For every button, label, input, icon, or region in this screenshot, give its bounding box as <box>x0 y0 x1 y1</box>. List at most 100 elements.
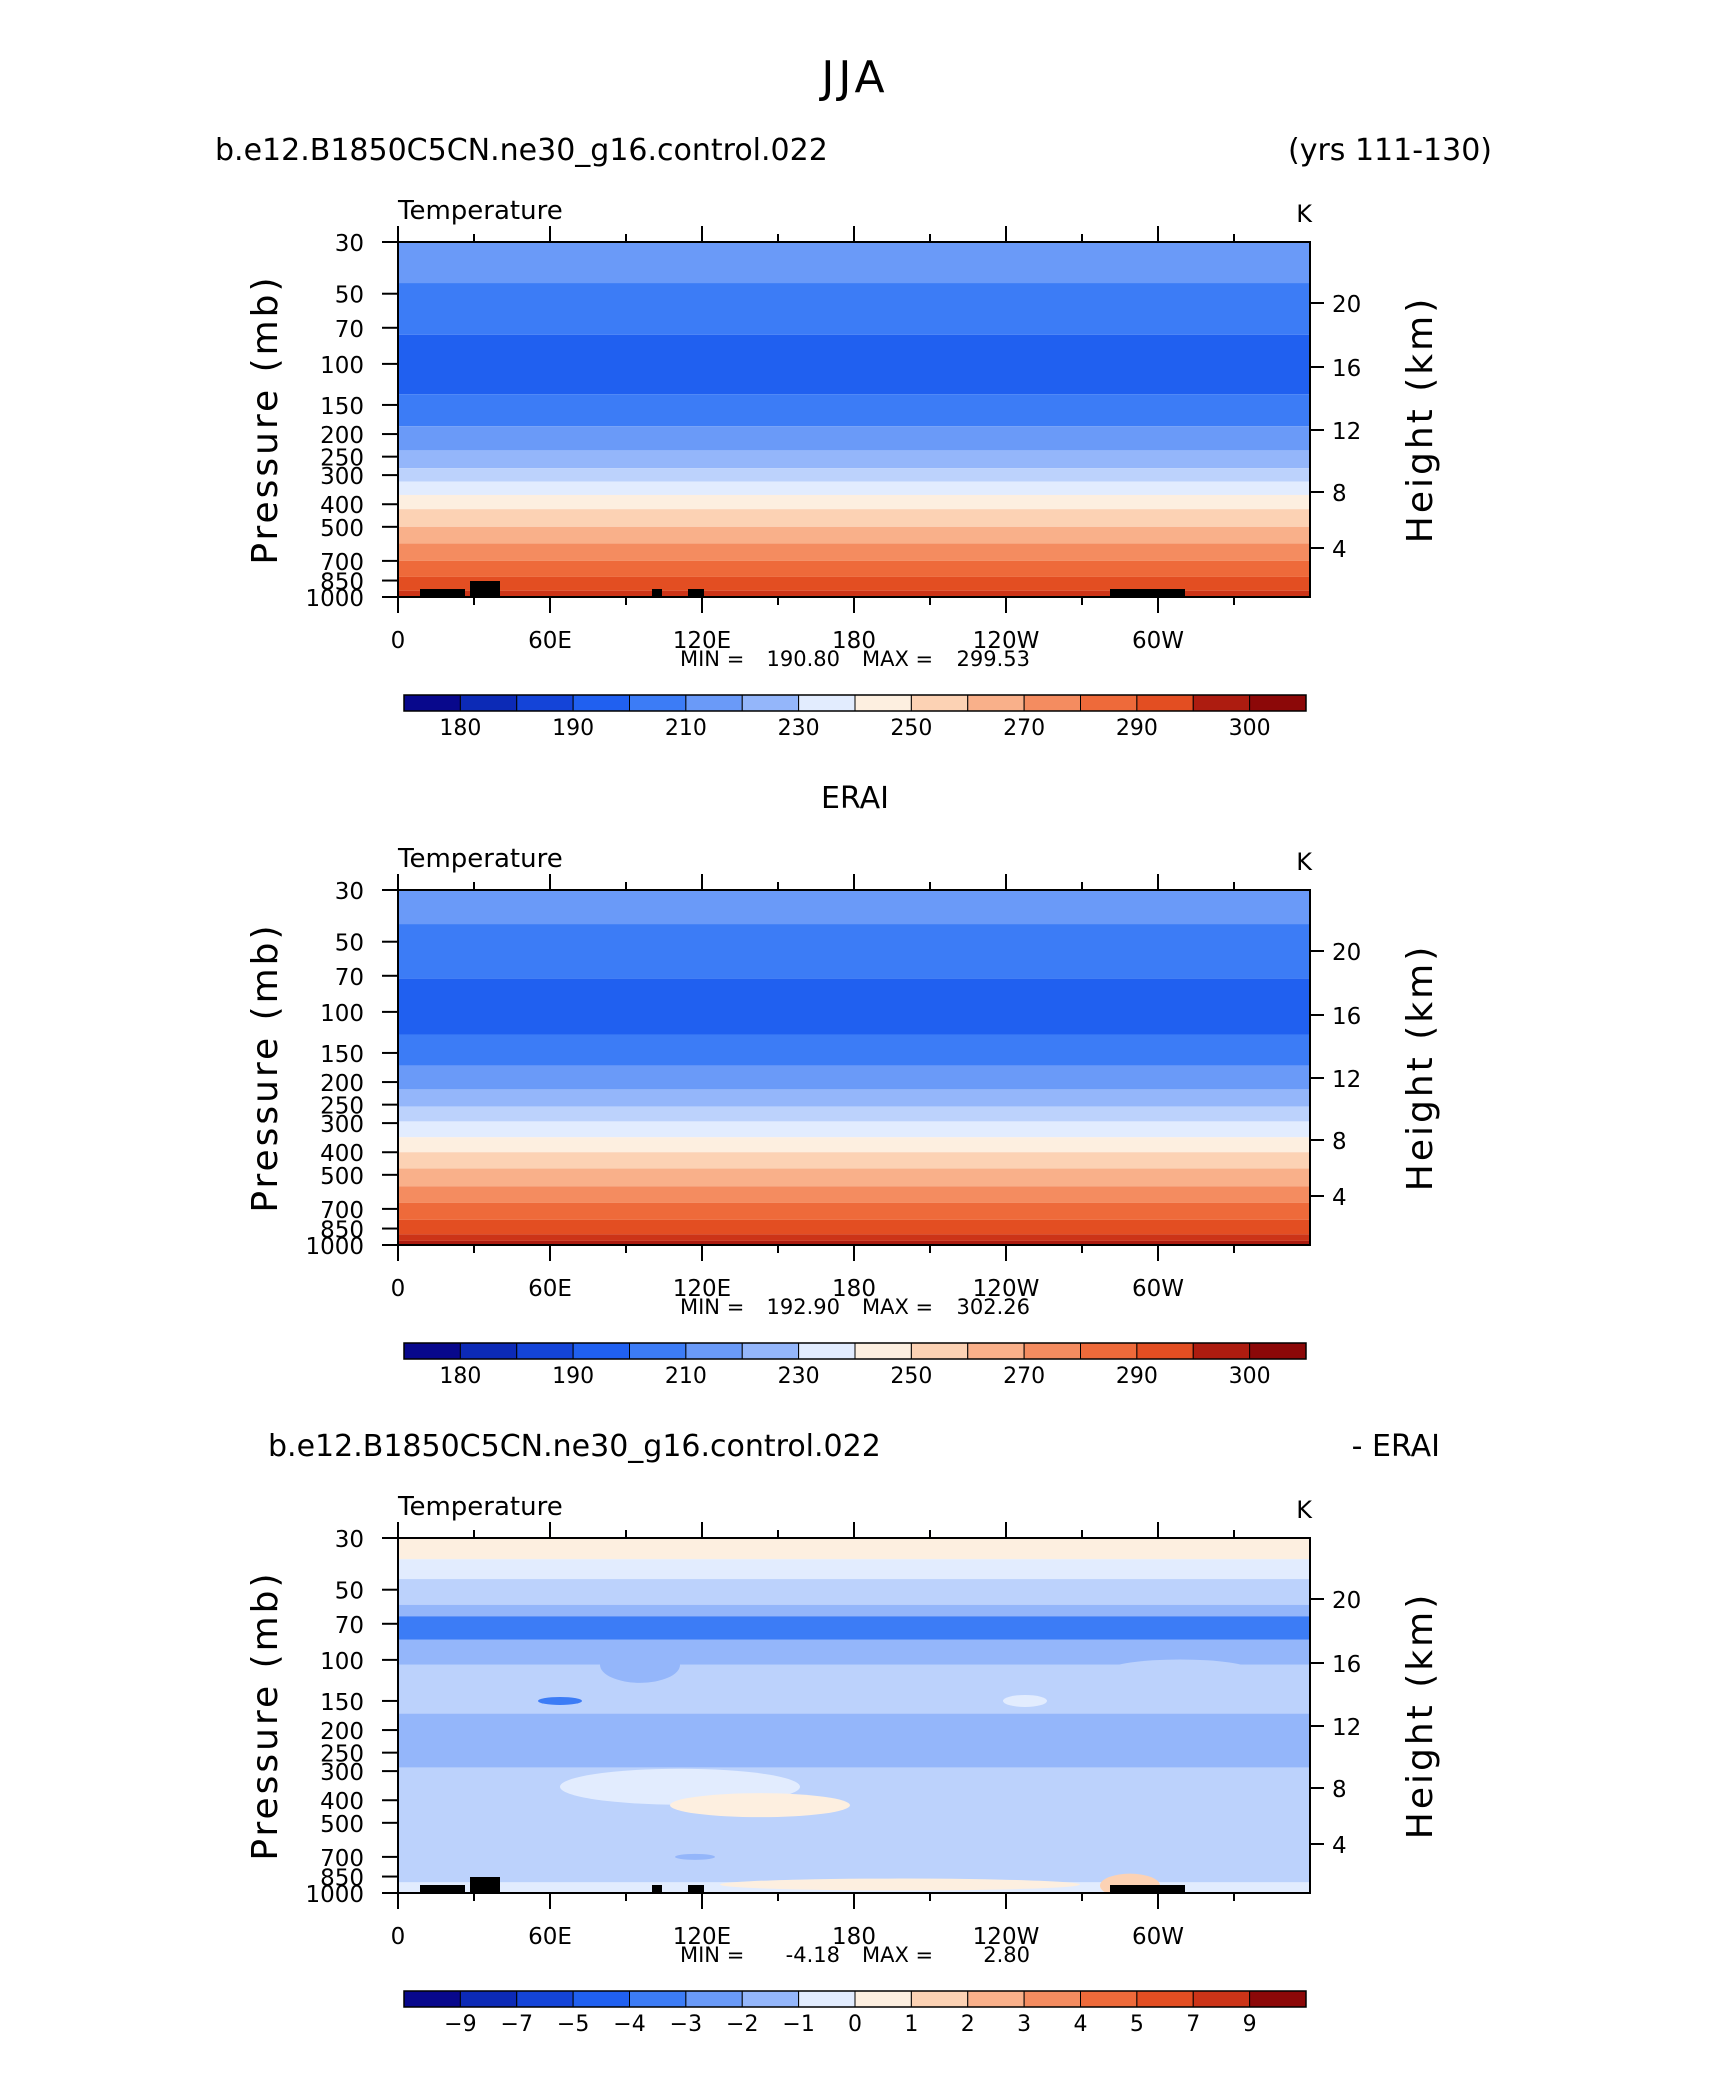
colorbar-cell <box>741 694 800 712</box>
contour-blob <box>538 1696 582 1705</box>
max-value: 299.53 <box>957 647 1030 671</box>
contour-band <box>398 481 1310 495</box>
colorbar-cell <box>516 694 574 712</box>
topography <box>470 581 500 597</box>
colorbar-label: 190 <box>552 1364 594 1389</box>
colorbar-cell <box>685 694 743 712</box>
colorbar-cell <box>854 1342 912 1360</box>
colorbar-cell <box>1080 694 1138 712</box>
y-tick-label: 70 <box>335 1613 364 1639</box>
colorbar-label: −2 <box>726 2012 758 2037</box>
y2-axis-label: Height (km) <box>1400 1592 1441 1839</box>
panel-2: ERAI Temperature K 0 60E 120E 180 120W 60W 30 50 70… <box>245 781 1441 1389</box>
contour-band <box>398 543 1310 561</box>
colorbar-frame <box>403 1342 1307 1360</box>
variable-label: Temperature <box>397 1492 563 1522</box>
colorbar-cell <box>1080 1990 1138 2008</box>
x-tick-label: 60E <box>528 628 572 654</box>
y2-tick-label: 16 <box>1332 1652 1361 1678</box>
contour-band <box>398 560 1310 577</box>
units-label: K <box>1296 1496 1313 1524</box>
y2-tick-label: 20 <box>1332 292 1361 318</box>
contour-band <box>398 590 1310 597</box>
contour-band <box>398 1168 1310 1187</box>
colorbar-cell <box>459 694 518 712</box>
y-tick-label: 700 <box>320 550 364 576</box>
variable-label: Temperature <box>397 196 563 226</box>
colorbar-label: 250 <box>890 1364 932 1389</box>
colorbar-cell <box>459 1342 518 1360</box>
topography <box>688 1885 704 1893</box>
contour-blob <box>670 1793 850 1818</box>
x-tick-label: 0 <box>391 628 406 654</box>
min-value: 192.90 <box>767 1295 840 1319</box>
y-tick-label: 200 <box>320 423 364 449</box>
colorbar-label: 230 <box>778 1364 820 1389</box>
panel-title-left: b.e12.B1850C5CN.ne30_g16.control.022 <box>268 1429 881 1464</box>
colorbar-label: −4 <box>613 2012 645 2037</box>
colorbar-cell <box>572 1990 630 2008</box>
x-tick-label: 180 <box>832 1924 876 1950</box>
y2-axis-label: Height (km) <box>1400 944 1441 1191</box>
colorbar-label: 180 <box>439 1364 481 1389</box>
units-label: K <box>1296 848 1313 876</box>
x-tick-label: 120E <box>673 1924 731 1950</box>
colorbar-label: 5 <box>1130 2012 1144 2037</box>
colorbar-cell <box>910 694 969 712</box>
colorbar-label: 1 <box>904 2012 918 2037</box>
colorbar-cell <box>1136 694 1194 712</box>
y-axis-label: Pressure (mb) <box>245 274 286 564</box>
contour-band <box>398 1219 1310 1235</box>
panel-title-right: - ERAI <box>1352 1429 1440 1464</box>
topography <box>688 589 704 597</box>
contour-blob <box>675 1853 715 1860</box>
colorbar-label: 190 <box>552 716 594 741</box>
colorbar-cell <box>685 1342 743 1360</box>
y2-tick-label: 20 <box>1332 1588 1361 1614</box>
colorbar-cell <box>1249 1342 1307 1360</box>
y-tick-label: 500 <box>320 516 364 542</box>
topography <box>420 1885 465 1893</box>
y-tick-label: 1000 <box>305 1234 364 1260</box>
topography <box>420 589 465 597</box>
colorbar-frame <box>403 1990 1307 2008</box>
y-tick-label: 30 <box>335 1527 364 1553</box>
contour-band <box>398 1186 1310 1203</box>
colorbar-cell <box>910 1342 969 1360</box>
colorbar-cell <box>403 1342 461 1360</box>
colorbar-cell <box>741 1990 800 2008</box>
x-tick-label: 120W <box>973 628 1040 654</box>
y-tick-label: 100 <box>320 1001 364 1027</box>
x-tick-label: 180 <box>832 1276 876 1302</box>
colorbar-label: 290 <box>1116 716 1158 741</box>
panel-title-right: (yrs 111-130) <box>1288 133 1492 168</box>
colorbar-label: 3 <box>1017 2012 1031 2037</box>
y-tick-label: 700 <box>320 1846 364 1872</box>
contour-band <box>398 1240 1310 1245</box>
colorbar-cell <box>516 1342 574 1360</box>
colorbar-label: −7 <box>501 2012 533 2037</box>
contour-band <box>398 1152 1310 1169</box>
colorbar-cell <box>1023 694 1081 712</box>
plot-area <box>398 1538 1310 1893</box>
x-tick-label: 60W <box>1132 628 1184 654</box>
y-tick-label: 250 <box>320 446 364 472</box>
y-tick-label: 70 <box>335 317 364 343</box>
y-tick-label: 500 <box>320 1812 364 1838</box>
y2-axis-label: Height (km) <box>1400 296 1441 543</box>
contour-blob <box>600 1646 680 1683</box>
y-tick-label: 150 <box>320 1690 364 1716</box>
panel-1: b.e12.B1850C5CN.ne30_g16.control.022 (yrs… <box>215 133 1492 741</box>
y-tick-label: 250 <box>320 1094 364 1120</box>
panel-title-center: ERAI <box>821 781 889 816</box>
contour-band <box>398 394 1310 427</box>
max-value: 302.26 <box>957 1295 1030 1319</box>
colorbar-label: −3 <box>670 2012 702 2037</box>
colorbar-label: 270 <box>1003 716 1045 741</box>
colorbar-cell <box>967 694 1025 712</box>
y-tick-label: 30 <box>335 231 364 257</box>
y2-tick-label: 12 <box>1332 1715 1361 1741</box>
colorbar-cell <box>403 1990 461 2008</box>
x-tick-label: 60E <box>528 1276 572 1302</box>
